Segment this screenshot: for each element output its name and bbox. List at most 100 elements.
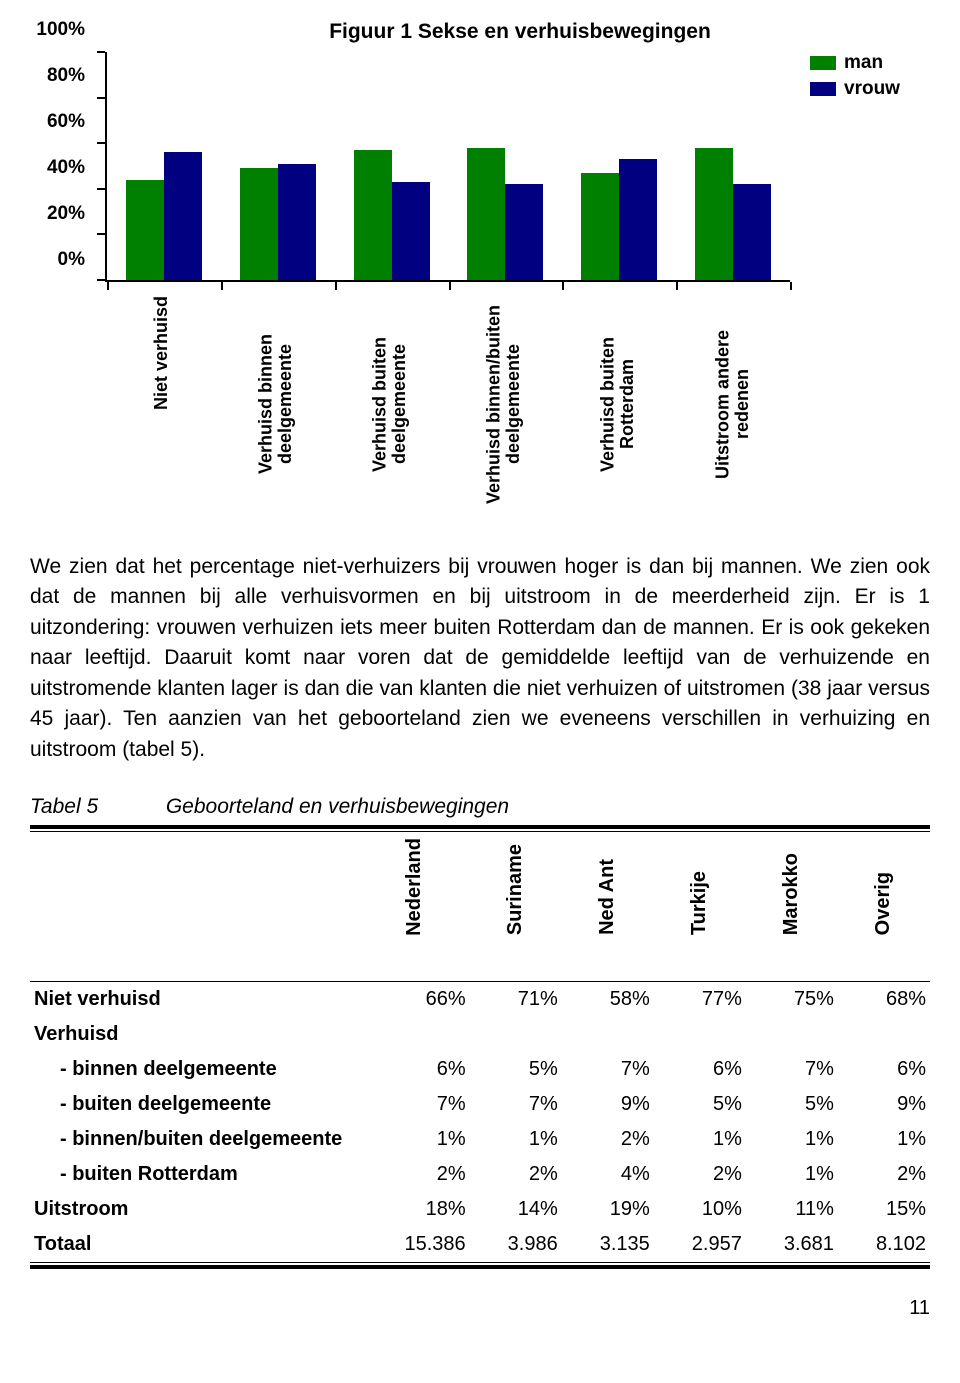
cell: 1% bbox=[746, 1157, 838, 1192]
cell: 77% bbox=[654, 982, 746, 1018]
cell: 19% bbox=[562, 1192, 654, 1227]
cell: 6% bbox=[838, 1052, 930, 1087]
cell: 1% bbox=[838, 1122, 930, 1157]
bar-man bbox=[126, 180, 164, 280]
cell: 15% bbox=[838, 1192, 930, 1227]
col-header: Nederland bbox=[360, 831, 470, 982]
x-label: Verhuisd buiten Rotterdam bbox=[561, 292, 675, 512]
cell bbox=[746, 1017, 838, 1052]
table-row: Uitstroom18%14%19%10%11%15% bbox=[30, 1192, 930, 1227]
cell: 7% bbox=[360, 1087, 470, 1122]
bar-chart: 0%20%40%60%80%100% Niet verhuisdVerhuisd… bbox=[30, 52, 930, 412]
x-label: Niet verhuisd bbox=[105, 292, 219, 512]
y-tick: 80% bbox=[30, 65, 85, 87]
row-label: Uitstroom bbox=[30, 1192, 360, 1227]
plot-area bbox=[105, 52, 790, 282]
cell: 18% bbox=[360, 1192, 470, 1227]
swatch-man bbox=[810, 56, 836, 70]
cell: 1% bbox=[746, 1122, 838, 1157]
cell: 4% bbox=[562, 1157, 654, 1192]
y-tick: 20% bbox=[30, 203, 85, 225]
x-label: Verhuisd buiten deelgemeente bbox=[333, 292, 447, 512]
cell: 8.102 bbox=[838, 1227, 930, 1263]
cell: 2% bbox=[838, 1157, 930, 1192]
cell: 1% bbox=[360, 1122, 470, 1157]
cell: 2% bbox=[654, 1157, 746, 1192]
x-axis-labels: Niet verhuisdVerhuisd binnen deelgemeent… bbox=[105, 292, 790, 512]
cell: 14% bbox=[470, 1192, 562, 1227]
cell: 7% bbox=[746, 1052, 838, 1087]
cell: 5% bbox=[654, 1087, 746, 1122]
cell: 1% bbox=[470, 1122, 562, 1157]
cell: 3.986 bbox=[470, 1227, 562, 1263]
bar-group bbox=[107, 52, 221, 280]
table-row: - buiten deelgemeente7%7%9%5%5%9% bbox=[30, 1087, 930, 1122]
cell: 75% bbox=[746, 982, 838, 1018]
cell: 3.135 bbox=[562, 1227, 654, 1263]
row-label: - binnen deelgemeente bbox=[30, 1052, 360, 1087]
bar-vrouw bbox=[278, 164, 316, 280]
cell: 9% bbox=[838, 1087, 930, 1122]
bar-vrouw bbox=[392, 182, 430, 280]
bar-vrouw bbox=[619, 159, 657, 280]
table-caption-text: Geboorteland en verhuisbewegingen bbox=[166, 795, 509, 818]
cell: 9% bbox=[562, 1087, 654, 1122]
table-row: - binnen deelgemeente6%5%7%6%7%6% bbox=[30, 1052, 930, 1087]
row-label: - buiten Rotterdam bbox=[30, 1157, 360, 1192]
page-number: 11 bbox=[30, 1297, 930, 1320]
cell: 68% bbox=[838, 982, 930, 1018]
cell: 2.957 bbox=[654, 1227, 746, 1263]
row-label: Totaal bbox=[30, 1227, 360, 1263]
cell: 5% bbox=[470, 1052, 562, 1087]
col-header: Ned Ant bbox=[562, 831, 654, 982]
table-row: Verhuisd bbox=[30, 1017, 930, 1052]
bar-group bbox=[676, 52, 790, 280]
table-row: Niet verhuisd66%71%58%77%75%68% bbox=[30, 982, 930, 1018]
y-tick: 100% bbox=[30, 19, 85, 41]
bar-man bbox=[354, 150, 392, 280]
table-row: - binnen/buiten deelgemeente1%1%2%1%1%1% bbox=[30, 1122, 930, 1157]
col-header: Turkije bbox=[654, 831, 746, 982]
y-tick: 40% bbox=[30, 157, 85, 179]
bar-man bbox=[467, 148, 505, 280]
bar-group bbox=[562, 52, 676, 280]
cell bbox=[360, 1017, 470, 1052]
bar-man bbox=[240, 168, 278, 280]
legend-man-label: man bbox=[844, 52, 883, 74]
cell: 5% bbox=[746, 1087, 838, 1122]
bar-man bbox=[581, 173, 619, 280]
chart-title: Figuur 1 Sekse en verhuisbewegingen bbox=[110, 20, 930, 44]
x-label: Verhuisd binnen deelgemeente bbox=[219, 292, 333, 512]
legend-vrouw: vrouw bbox=[810, 78, 930, 100]
bar-vrouw bbox=[505, 184, 543, 280]
bar-group bbox=[221, 52, 335, 280]
cell: 6% bbox=[360, 1052, 470, 1087]
cell bbox=[470, 1017, 562, 1052]
cell: 66% bbox=[360, 982, 470, 1018]
bar-group bbox=[335, 52, 449, 280]
table-row: - buiten Rotterdam2%2%4%2%1%2% bbox=[30, 1157, 930, 1192]
table-number: Tabel 5 bbox=[30, 795, 160, 819]
cell: 10% bbox=[654, 1192, 746, 1227]
cell: 2% bbox=[360, 1157, 470, 1192]
cell bbox=[838, 1017, 930, 1052]
cell: 7% bbox=[470, 1087, 562, 1122]
cell: 15.386 bbox=[360, 1227, 470, 1263]
cell: 2% bbox=[562, 1122, 654, 1157]
cell bbox=[562, 1017, 654, 1052]
y-axis: 0%20%40%60%80%100% bbox=[30, 52, 90, 282]
cell: 3.681 bbox=[746, 1227, 838, 1263]
legend-man: man bbox=[810, 52, 930, 74]
x-label: Uitstroom andere redenen bbox=[676, 292, 790, 512]
y-tick: 0% bbox=[30, 249, 85, 271]
col-header: Marokko bbox=[746, 831, 838, 982]
cell: 11% bbox=[746, 1192, 838, 1227]
cell: 1% bbox=[654, 1122, 746, 1157]
cell: 6% bbox=[654, 1052, 746, 1087]
legend: man vrouw bbox=[810, 52, 930, 104]
cell bbox=[654, 1017, 746, 1052]
col-header: Overig bbox=[838, 831, 930, 982]
col-header: Suriname bbox=[470, 831, 562, 982]
y-tick: 60% bbox=[30, 111, 85, 133]
data-table: NederlandSurinameNed AntTurkijeMarokkoOv… bbox=[30, 825, 930, 1269]
